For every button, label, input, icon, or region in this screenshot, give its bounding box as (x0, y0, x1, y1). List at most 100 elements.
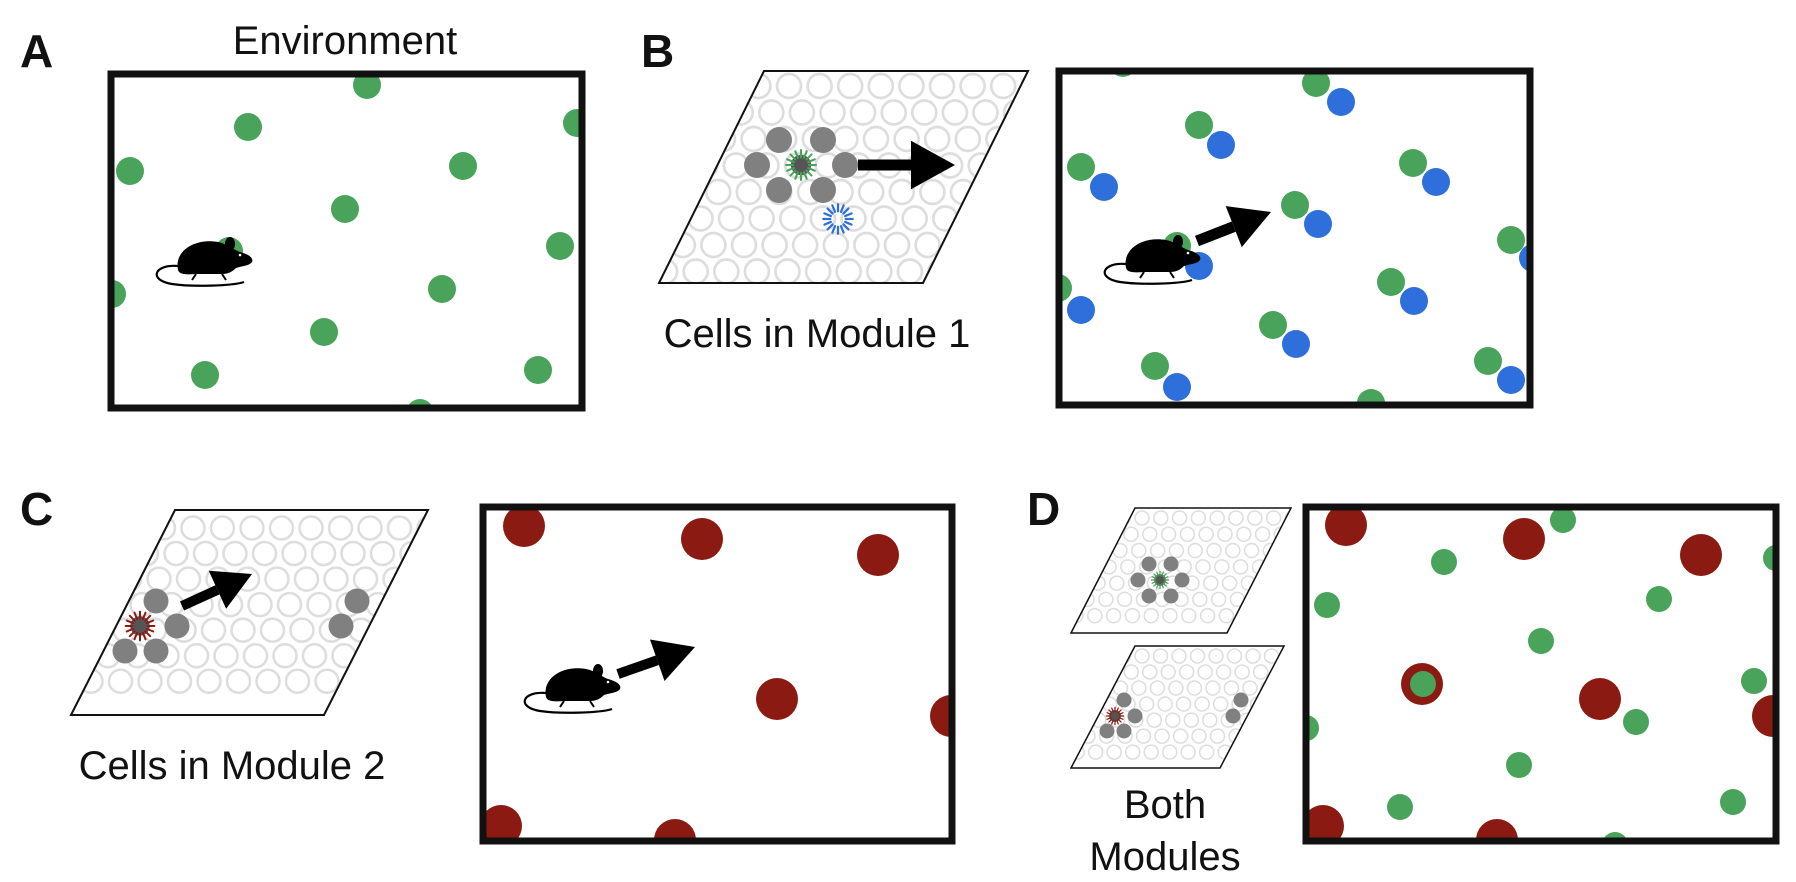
spiky-active-cell-icon (1150, 570, 1170, 590)
active-neighbor-cell (143, 638, 169, 664)
module1-field (1646, 586, 1672, 612)
panel-b: B Cells in Module 1 (641, 25, 1534, 409)
module2-field (1579, 678, 1621, 720)
module1-field (1302, 71, 1330, 97)
panel-letter-b: B (641, 25, 674, 77)
panel-a-title: Environment (233, 19, 458, 63)
environment-frame-a (107, 70, 586, 412)
module1-next-field (1327, 88, 1355, 116)
spiky-active-cell-icon (1105, 706, 1125, 726)
mouse-icon (1103, 235, 1201, 285)
active-neighbor-cell (344, 588, 370, 614)
module2-field (681, 518, 723, 560)
mouse-icon (155, 237, 253, 287)
active-neighbor-cell (1116, 723, 1132, 739)
module1-field (563, 109, 582, 137)
spiky-active-cell-icon (785, 149, 817, 181)
module1-field (524, 356, 552, 384)
module2-field (654, 819, 696, 841)
module1-field (1623, 709, 1649, 735)
active-neighbor-cell (766, 177, 792, 203)
active-neighbor-cell (164, 613, 190, 639)
panel-d-caption-line1: Both (1124, 783, 1206, 827)
module1-field (1497, 226, 1525, 254)
active-neighbor-cell (1163, 588, 1179, 604)
module1-field (1550, 507, 1576, 533)
active-neighbor-cell (1233, 692, 1249, 708)
module1-field (310, 318, 338, 346)
environment-frame-b (1055, 67, 1534, 409)
module1-field (353, 74, 381, 99)
spiky-active-cell-icon (124, 610, 156, 642)
panel-letter-c: C (20, 483, 53, 535)
active-neighbor-cell (1116, 692, 1132, 708)
module1-next-field (1400, 287, 1428, 315)
arrow-icon (616, 639, 695, 681)
module2-field (756, 678, 798, 720)
module1-field (1410, 671, 1436, 697)
active-neighbor-cell (328, 613, 354, 639)
panel-a: A Environment (20, 19, 586, 412)
module1-field (1741, 668, 1767, 694)
module1-cell-sheet (657, 70, 1030, 284)
module2-field (1476, 819, 1518, 841)
mouse-icon (523, 664, 621, 714)
module1-field (1377, 268, 1405, 296)
active-neighbor-cell (744, 152, 770, 178)
next-active-cell-icon (822, 203, 854, 235)
combined-fields-layer (1306, 507, 1776, 841)
module1-next-field (1422, 168, 1450, 196)
module2-field (1325, 507, 1367, 546)
module1-field (1602, 832, 1628, 841)
active-neighbor-cell (1099, 723, 1115, 739)
panel-c-caption: Cells in Module 2 (79, 744, 386, 788)
module2-field (503, 507, 545, 547)
module1-field (1431, 549, 1457, 575)
module1-field (111, 280, 126, 308)
module1-next-field (1067, 296, 1095, 324)
module2-fields-layer (483, 507, 952, 841)
module1-field (1506, 752, 1532, 778)
module2-field (930, 695, 952, 737)
module1-field (1357, 389, 1385, 405)
module1-field (546, 232, 574, 260)
panel-b-caption: Cells in Module 1 (664, 312, 971, 356)
module1-field (1399, 149, 1427, 177)
module1-field (191, 361, 219, 389)
panel-c: C Cells in Module 2 (20, 483, 956, 845)
module1-next-field (1282, 330, 1310, 358)
module1-fields-layer (1059, 71, 1530, 405)
module2-field (857, 534, 899, 576)
arrow-icon (858, 140, 955, 190)
arrow-icon (179, 570, 252, 611)
module1-field (1281, 191, 1309, 219)
module1-field (1259, 311, 1287, 339)
active-neighbor-cell (112, 638, 138, 664)
module2-cell-sheet (69, 509, 430, 716)
active-neighbor-cell (143, 588, 169, 614)
module1-field (1528, 628, 1554, 654)
module2-field (1680, 534, 1722, 576)
module1-field (1387, 794, 1413, 820)
panel-letter-d: D (1027, 483, 1060, 535)
module2-field (1752, 695, 1776, 737)
active-neighbor-cell (810, 177, 836, 203)
module2-field (1503, 518, 1545, 560)
environment-frame-c (479, 503, 956, 845)
module2-field (483, 805, 522, 841)
active-neighbor-cell (1225, 708, 1241, 724)
panel-d-caption-line2: Modules (1089, 835, 1240, 879)
active-neighbor-cell (1130, 572, 1146, 588)
module1-fields-layer (111, 74, 582, 408)
module1-field (331, 195, 359, 223)
environment-frame-d (1302, 503, 1780, 845)
active-neighbor-cell (1141, 556, 1157, 572)
module1-field (1474, 347, 1502, 375)
panel-letter-a: A (20, 25, 53, 77)
module1-field (449, 152, 477, 180)
active-neighbor-cell (1127, 708, 1143, 724)
module1-next-field (1497, 366, 1525, 394)
module1-next-field (1090, 173, 1118, 201)
active-neighbor-cell (1174, 572, 1190, 588)
